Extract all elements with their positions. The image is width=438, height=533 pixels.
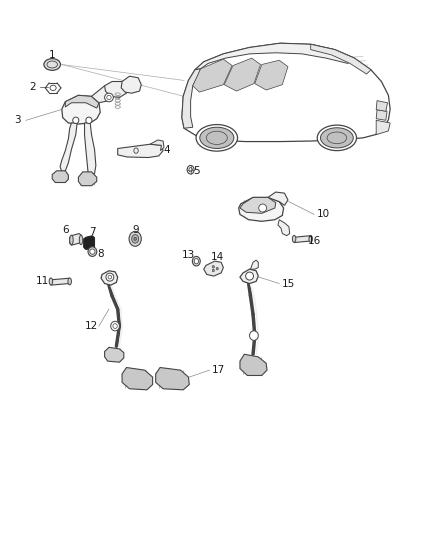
Polygon shape <box>65 95 99 108</box>
Ellipse shape <box>73 117 79 124</box>
Polygon shape <box>376 101 388 111</box>
Polygon shape <box>182 43 390 142</box>
Ellipse shape <box>129 231 141 246</box>
Polygon shape <box>101 271 118 285</box>
Polygon shape <box>294 236 311 243</box>
Ellipse shape <box>86 117 92 124</box>
Ellipse shape <box>200 127 234 149</box>
Polygon shape <box>85 123 96 175</box>
Text: 1: 1 <box>49 51 56 60</box>
Ellipse shape <box>70 235 73 245</box>
Polygon shape <box>51 278 70 285</box>
Polygon shape <box>278 220 290 236</box>
Polygon shape <box>84 236 95 249</box>
Polygon shape <box>376 110 387 120</box>
Text: 8: 8 <box>97 249 103 259</box>
Polygon shape <box>255 60 288 90</box>
Polygon shape <box>105 82 127 98</box>
Text: 17: 17 <box>212 365 225 375</box>
Text: 13: 13 <box>182 250 195 260</box>
Polygon shape <box>60 123 77 172</box>
Text: 4: 4 <box>163 144 170 155</box>
Text: 10: 10 <box>317 209 330 220</box>
Polygon shape <box>193 59 232 92</box>
Ellipse shape <box>105 93 113 102</box>
Text: 6: 6 <box>62 225 69 236</box>
Polygon shape <box>268 192 288 205</box>
Ellipse shape <box>317 125 357 151</box>
Polygon shape <box>240 269 258 284</box>
Ellipse shape <box>90 249 95 254</box>
Ellipse shape <box>216 267 219 270</box>
Ellipse shape <box>246 272 254 280</box>
Polygon shape <box>121 76 141 93</box>
Ellipse shape <box>212 265 215 268</box>
Ellipse shape <box>68 278 71 285</box>
Text: 7: 7 <box>89 227 95 237</box>
Text: 15: 15 <box>282 279 296 288</box>
Polygon shape <box>240 197 276 213</box>
Polygon shape <box>376 120 390 135</box>
Ellipse shape <box>192 256 200 266</box>
Polygon shape <box>150 140 164 151</box>
Polygon shape <box>52 171 68 182</box>
Polygon shape <box>195 43 354 70</box>
Ellipse shape <box>49 278 53 285</box>
Polygon shape <box>182 69 201 128</box>
Text: 16: 16 <box>307 236 321 246</box>
Polygon shape <box>78 172 97 185</box>
Text: 9: 9 <box>133 225 139 236</box>
Text: 2: 2 <box>29 82 35 92</box>
Polygon shape <box>92 86 114 103</box>
Polygon shape <box>70 233 81 245</box>
Ellipse shape <box>292 236 296 243</box>
Ellipse shape <box>196 125 237 151</box>
Ellipse shape <box>111 321 120 331</box>
Ellipse shape <box>194 259 198 264</box>
Ellipse shape <box>259 204 267 212</box>
Polygon shape <box>62 95 100 124</box>
Text: 12: 12 <box>85 321 98 331</box>
Text: 3: 3 <box>14 115 21 125</box>
Ellipse shape <box>44 59 60 70</box>
Polygon shape <box>251 260 258 269</box>
Polygon shape <box>311 44 371 74</box>
Ellipse shape <box>79 235 83 245</box>
Polygon shape <box>240 354 267 375</box>
Polygon shape <box>118 144 163 158</box>
Polygon shape <box>239 197 284 221</box>
Polygon shape <box>204 261 223 276</box>
Text: 14: 14 <box>211 252 224 262</box>
Text: 11: 11 <box>35 277 49 286</box>
Ellipse shape <box>321 128 353 148</box>
Ellipse shape <box>88 247 97 256</box>
Polygon shape <box>224 58 261 91</box>
Ellipse shape <box>134 237 137 240</box>
Polygon shape <box>155 368 189 390</box>
Ellipse shape <box>132 235 139 243</box>
Text: 5: 5 <box>193 166 200 176</box>
Ellipse shape <box>309 236 312 243</box>
Polygon shape <box>105 348 124 362</box>
Ellipse shape <box>250 331 258 341</box>
Ellipse shape <box>212 269 215 272</box>
Polygon shape <box>122 368 152 390</box>
Ellipse shape <box>106 273 114 281</box>
